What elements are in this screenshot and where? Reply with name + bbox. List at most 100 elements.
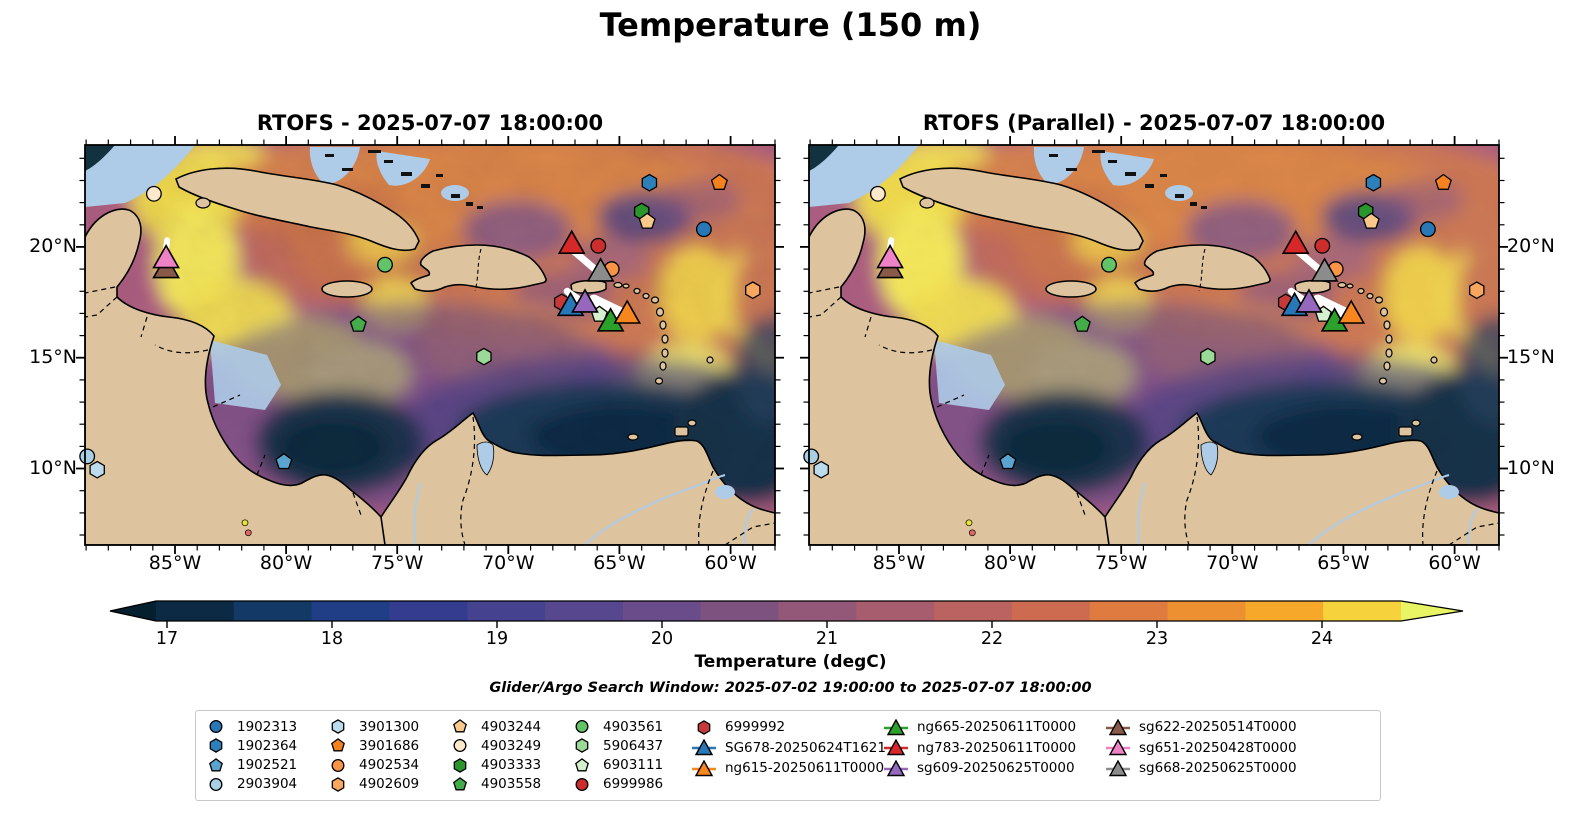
legend-item-ng615-20250611T0000: ng615-20250611T0000 [692, 758, 884, 779]
figure-title: Temperature (150 m) [599, 6, 982, 44]
search-window-caption: Glider/Argo Search Window: 2025-07-02 19… [489, 680, 1092, 696]
lon-tick-label: 80°W [259, 552, 313, 574]
triangle-marker-icon [884, 739, 908, 756]
right-panel-title: RTOFS (Parallel) - 2025-07-07 18:00:00 [922, 111, 1386, 135]
colorbar-tick-label: 22 [980, 629, 1004, 649]
colorbar-tick-label: 24 [1310, 629, 1334, 649]
circle-marker-icon [575, 777, 589, 791]
marker-legend: 1902313 1902364 1902521 2903904 3901300 39016… [195, 710, 1381, 801]
pentagon-marker-icon [453, 776, 467, 791]
marker-1902521 [275, 452, 293, 470]
legend-item-4903333: 4903333 [448, 756, 570, 775]
lon-tick-label: 80°W [983, 552, 1037, 574]
triangle-marker-icon [1106, 718, 1130, 735]
map-panel-rtofs-parallel: 85°W 80°W 75°W 70°W 65°W 60°W 20°N 15°N 10°N [800, 136, 1555, 574]
marker-panama-red-dot [244, 529, 252, 537]
legend-item-1902521: 1902521 [204, 756, 326, 775]
legend-item-sg651-20250428T0000: sg651-20250428T0000 [1106, 738, 1328, 759]
legend-item-6999986: 6999986 [570, 775, 692, 794]
colorbar-tick-label: 17 [155, 629, 179, 649]
left-panel-title: RTOFS - 2025-07-07 18:00:00 [256, 111, 604, 135]
legend-label: 4902534 [359, 757, 420, 774]
marker-6999986 [1314, 237, 1331, 254]
legend-label: 6903111 [603, 757, 664, 774]
legend-item-2903904: 2903904 [204, 775, 326, 794]
marker-6999986 [590, 237, 607, 254]
map-canvas [76, 136, 784, 554]
marker-3901300 [813, 460, 829, 479]
marker-4902609 [745, 281, 761, 300]
marker-3901686 [710, 173, 728, 190]
lon-tick-label: 75°W [370, 552, 424, 574]
lon-tick-label: 70°W [1206, 552, 1259, 574]
marker-1902313 [1419, 221, 1436, 238]
track-ng615-20250611T0000 [588, 294, 630, 320]
hexagon-marker-icon [331, 719, 345, 734]
legend-label: 2903904 [237, 776, 298, 793]
legend-label: 4903558 [481, 776, 542, 793]
marker-3901300 [89, 460, 105, 479]
lat-tick-label: 20°N [29, 234, 77, 257]
legend-item-SG678-20250624T1621: SG678-20250624T1621 [692, 738, 886, 759]
marker-3901686 [1434, 173, 1452, 190]
legend-item-sg609-20250625T0000: sg609-20250625T0000 [884, 758, 1106, 779]
marker-2903904 [803, 448, 820, 465]
lat-tick-label: 20°N [1507, 234, 1555, 257]
lat-tick-label: 15°N [1507, 345, 1555, 368]
marker-4903558 [349, 315, 367, 332]
colorbar-tick-label: 19 [485, 629, 509, 649]
marker-4903249 [145, 185, 162, 202]
legend-item-sg622-20250514T0000: sg622-20250514T0000 [1106, 717, 1328, 738]
marker-2903904 [79, 448, 96, 465]
marker-4903561 [1101, 256, 1117, 273]
hexagon-marker-icon [575, 738, 589, 754]
circle-marker-icon [331, 758, 345, 772]
pentagon-marker-icon [453, 719, 467, 733]
marker-panama-yellow-dot [965, 519, 973, 527]
legend-item-ng665-20250611T0000: ng665-20250611T0000 [884, 717, 1106, 738]
legend-label: 3901686 [359, 737, 420, 754]
marker-sg651-20250428T0000 [876, 243, 904, 269]
lon-tick-label: 65°W [1317, 552, 1370, 574]
marker-panama-yellow-dot [241, 519, 249, 527]
legend-label: 1902313 [237, 718, 298, 735]
markers [803, 173, 1485, 537]
legend-item-6903111: 6903111 [570, 756, 692, 775]
markers [79, 173, 761, 537]
legend-label: sg651-20250428T0000 [1139, 739, 1297, 756]
lon-tick-label: 60°W [1428, 552, 1481, 574]
colorbar-label: Temperature (degC) [694, 652, 887, 672]
lon-tick-label: 65°W [593, 552, 646, 574]
colorbar-tick-label: 21 [815, 629, 839, 649]
marker-ng783-20250611T0000 [1281, 229, 1310, 254]
legend-item-3901300: 3901300 [326, 717, 448, 736]
legend-item-4902534: 4902534 [326, 756, 448, 775]
legend-item-4903244: 4903244 [448, 717, 570, 736]
legend-label: sg622-20250514T0000 [1139, 719, 1297, 736]
legend-label: 4903561 [603, 718, 664, 735]
colorbar-svg [109, 600, 1464, 628]
pentagon-marker-icon [209, 757, 223, 772]
marker-1902364 [641, 173, 658, 192]
marker-4903244 [638, 212, 656, 229]
legend-label: sg668-20250625T0000 [1139, 760, 1297, 777]
legend-label: ng783-20250611T0000 [917, 739, 1077, 756]
legend-item-4902609: 4902609 [326, 775, 448, 794]
colorbar-tick-label: 18 [320, 629, 344, 649]
lon-tick-label: 60°W [704, 552, 757, 574]
legend-item-4903558: 4903558 [448, 775, 570, 794]
triangle-marker-icon [1106, 759, 1130, 776]
legend-item-1902313: 1902313 [204, 717, 326, 736]
legend-label: ng665-20250611T0000 [917, 719, 1077, 736]
legend-label: 3901300 [359, 718, 420, 735]
legend-item-sg668-20250625T0000: sg668-20250625T0000 [1106, 758, 1328, 779]
hexagon-marker-icon [453, 757, 467, 773]
legend-label: 1902364 [237, 737, 298, 754]
triangle-marker-icon [692, 739, 716, 756]
marker-4903244 [1362, 212, 1380, 229]
marker-1902521 [999, 452, 1017, 470]
hexagon-marker-icon [697, 719, 711, 735]
circle-marker-icon [209, 720, 223, 734]
marker-4902609 [1469, 281, 1485, 300]
